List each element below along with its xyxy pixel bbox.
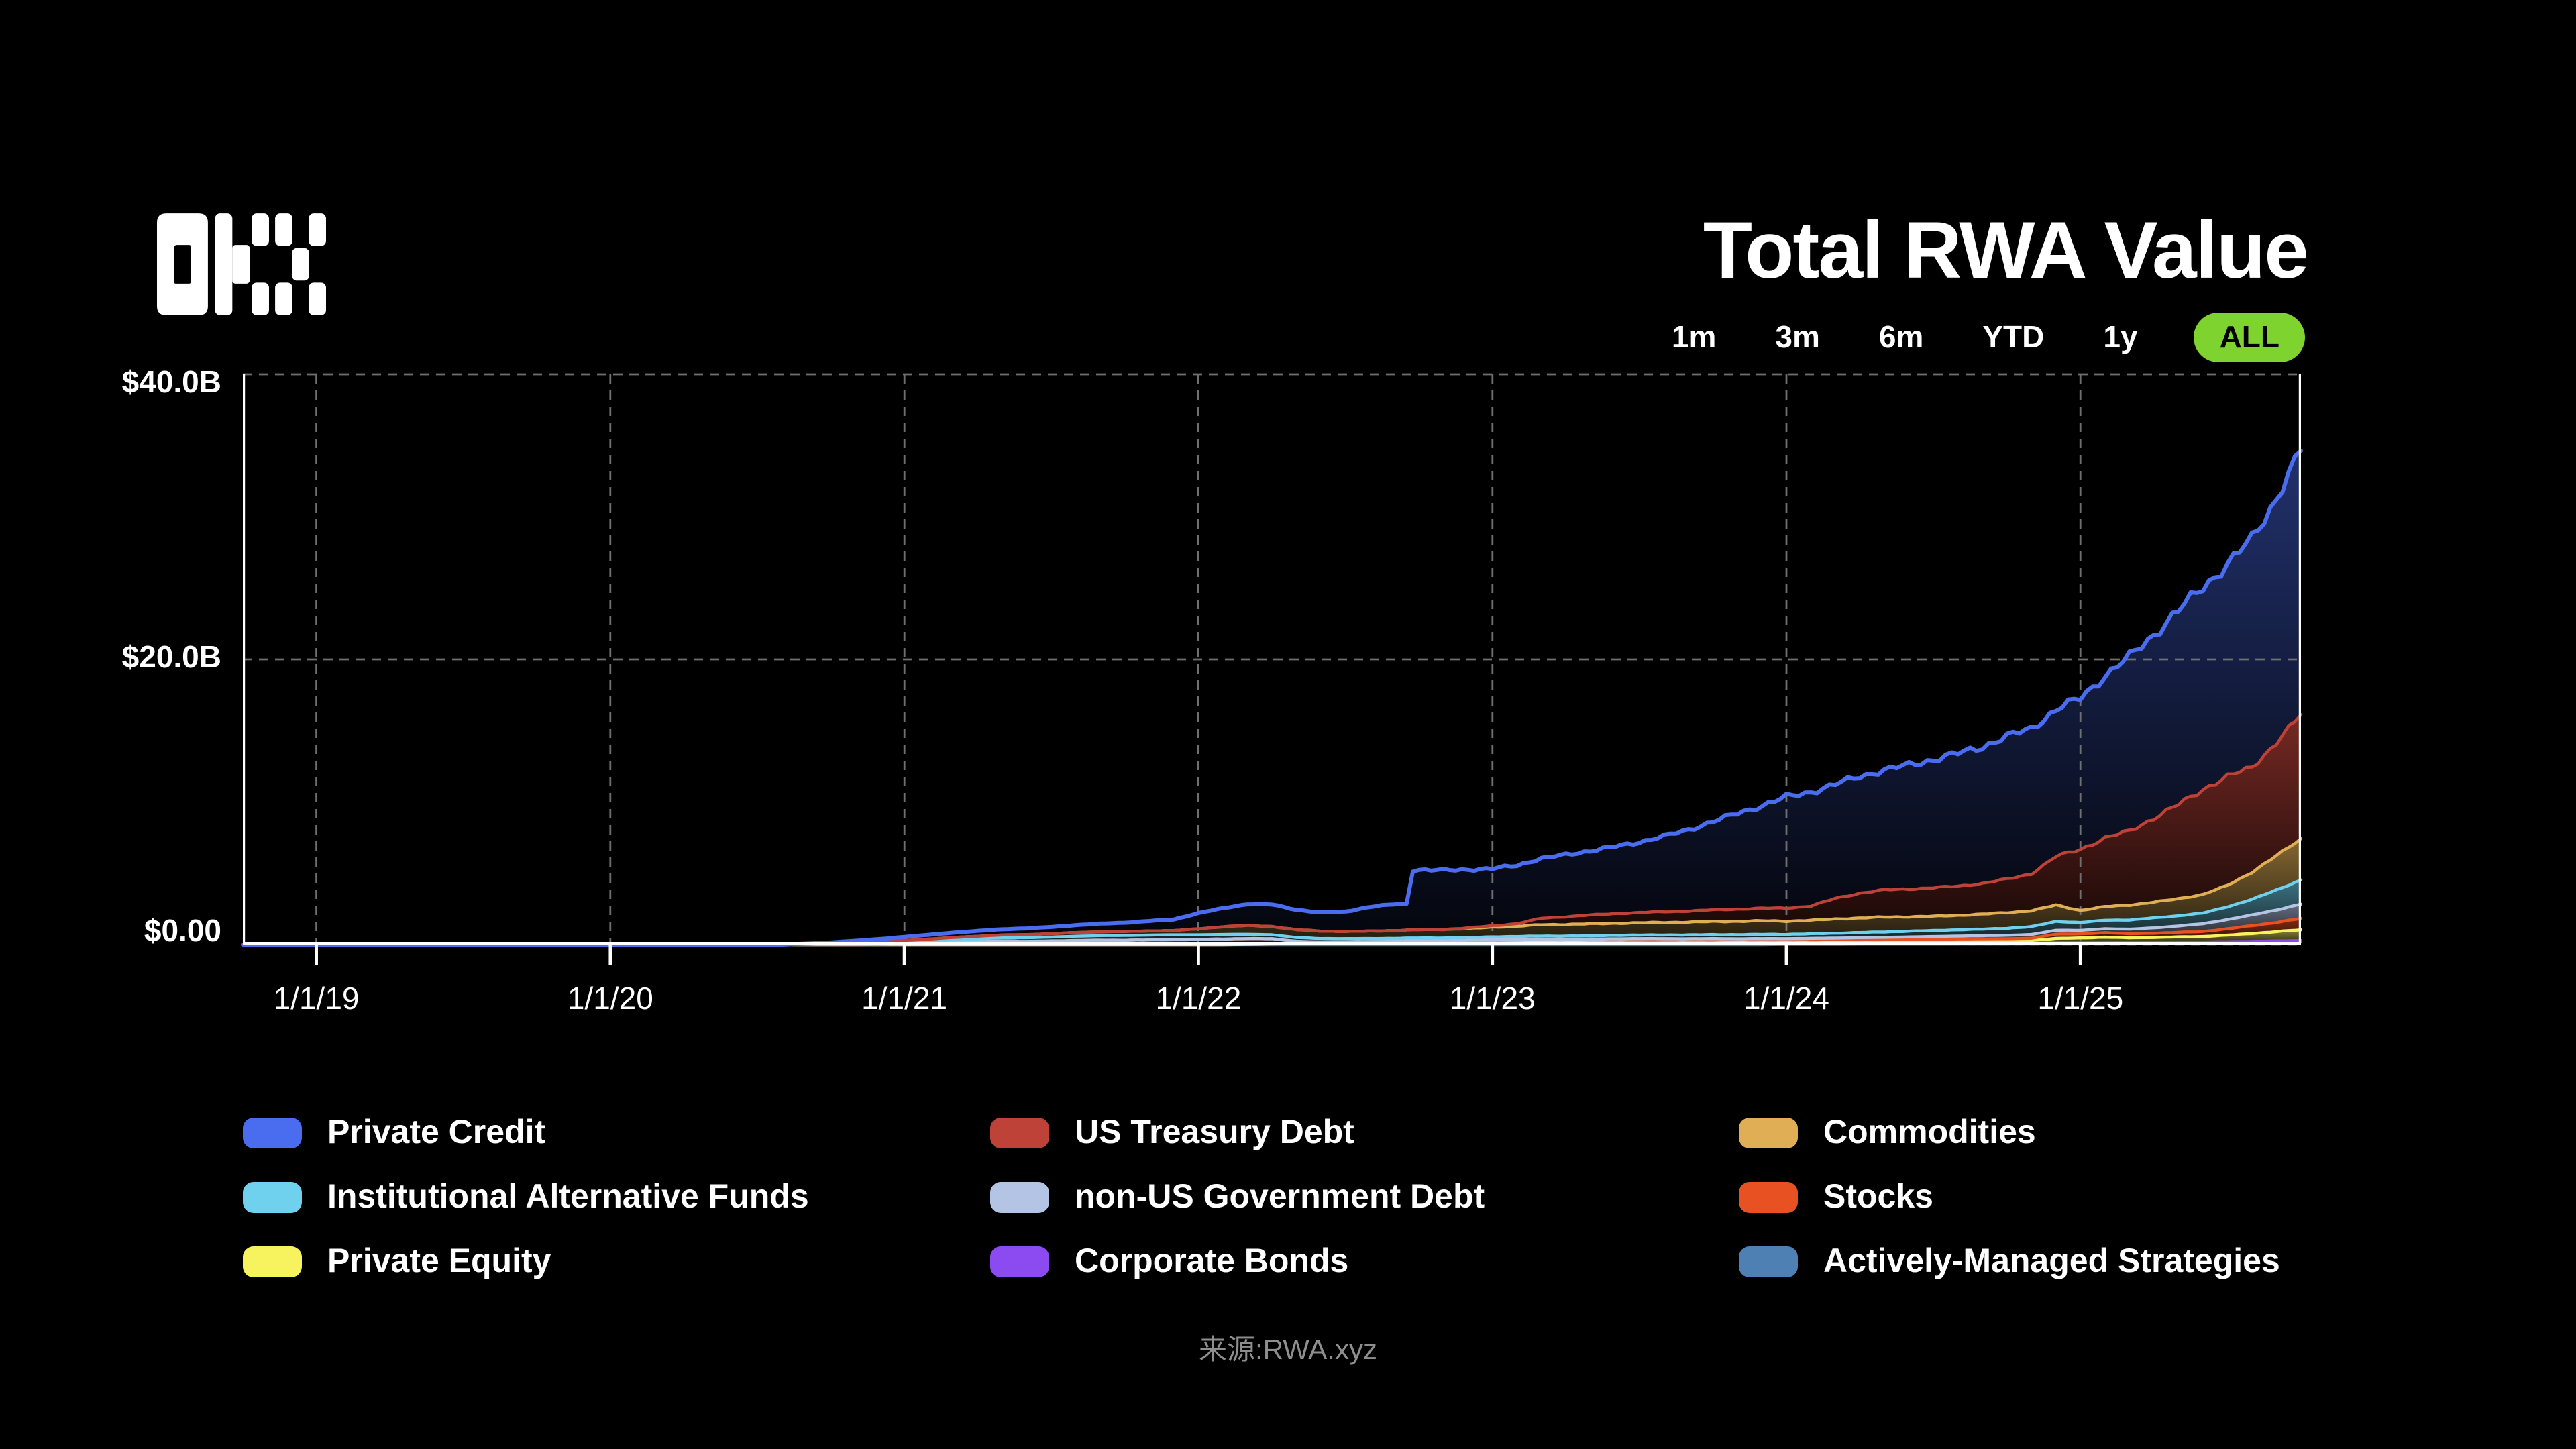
okx-logo-icon	[157, 213, 326, 315]
legend-swatch-actively-managed-strategies	[1739, 1246, 1798, 1277]
legend-label-non-us-government-debt: non-US Government Debt	[1075, 1177, 1485, 1215]
legend-column-2: US Treasury Debt non-US Government Debt Co…	[990, 1113, 1485, 1279]
x-axis-label-1-1-24: 1/1/24	[1743, 981, 1829, 1016]
time-filter-1m[interactable]: 1m	[1671, 319, 1717, 354]
legend-item-actively-managed-strategies: Actively-Managed Strategies	[1739, 1242, 2280, 1279]
legend-label-institutional-alternative-funds: Institutional Alternative Funds	[327, 1177, 809, 1215]
legend-swatch-us-treasury-debt	[990, 1117, 1049, 1148]
legend-item-private-credit: Private Credit	[243, 1113, 809, 1150]
time-range-filter: 1m 3m 6m YTD 1y ALL	[1476, 313, 2305, 362]
legend-label-stocks: Stocks	[1823, 1177, 1933, 1215]
time-filter-3m[interactable]: 3m	[1775, 319, 1820, 354]
x-axis-label-1-1-23: 1/1/23	[1449, 981, 1536, 1016]
legend-label-commodities: Commodities	[1823, 1113, 2036, 1150]
legend-column-1: Private Credit Institutional Alternative …	[243, 1113, 809, 1279]
x-axis-label-1-1-25: 1/1/25	[2037, 981, 2124, 1016]
x-axis-label-1-1-22: 1/1/22	[1155, 981, 1242, 1016]
legend-swatch-non-us-government-debt	[990, 1181, 1049, 1212]
legend-item-institutional-alternative-funds: Institutional Alternative Funds	[243, 1177, 809, 1215]
legend-label-actively-managed-strategies: Actively-Managed Strategies	[1823, 1242, 2280, 1279]
legend-column-3: Commodities Stocks Actively-Managed Strate…	[1739, 1113, 2280, 1279]
rwa-area-chart	[241, 373, 2303, 1005]
stacked-area-plot	[241, 373, 2303, 965]
area-private-credit	[243, 451, 2301, 945]
legend-item-us-treasury-debt: US Treasury Debt	[990, 1113, 1485, 1150]
okx-logo	[157, 212, 326, 317]
legend-swatch-private-credit	[243, 1117, 302, 1148]
legend-item-non-us-government-debt: non-US Government Debt	[990, 1177, 1485, 1215]
x-axis-label-1-1-20: 1/1/20	[567, 981, 653, 1016]
legend-label-private-credit: Private Credit	[327, 1113, 546, 1150]
y-axis-label-20b: $20.0B	[121, 639, 221, 674]
legend-swatch-corporate-bonds	[990, 1246, 1049, 1277]
y-axis-label-40b: $40.0B	[121, 364, 221, 399]
legend-swatch-commodities	[1739, 1117, 1798, 1148]
legend-item-stocks: Stocks	[1739, 1177, 2280, 1215]
time-filter-all[interactable]: ALL	[2194, 313, 2305, 362]
y-axis-label-0: $0.00	[144, 913, 221, 948]
legend-swatch-stocks	[1739, 1181, 1798, 1212]
x-axis-label-1-1-19: 1/1/19	[273, 981, 360, 1016]
source-note: 来源:RWA.xyz	[1198, 1335, 1377, 1366]
time-filter-1y[interactable]: 1y	[2103, 319, 2138, 354]
legend-label-private-equity: Private Equity	[327, 1242, 551, 1279]
legend-item-private-equity: Private Equity	[243, 1242, 809, 1279]
legend-label-corporate-bonds: Corporate Bonds	[1075, 1242, 1349, 1279]
x-axis-label-1-1-21: 1/1/21	[861, 981, 948, 1016]
page-title: Total RWA Value	[1703, 205, 2309, 295]
legend-item-corporate-bonds: Corporate Bonds	[990, 1242, 1485, 1279]
legend-swatch-private-equity	[243, 1246, 302, 1277]
legend-swatch-institutional-alternative-funds	[243, 1181, 302, 1212]
time-filter-6m[interactable]: 6m	[1878, 319, 1924, 354]
time-filter-ytd[interactable]: YTD	[1982, 319, 2045, 354]
legend-label-us-treasury-debt: US Treasury Debt	[1075, 1113, 1354, 1150]
legend-item-commodities: Commodities	[1739, 1113, 2280, 1150]
